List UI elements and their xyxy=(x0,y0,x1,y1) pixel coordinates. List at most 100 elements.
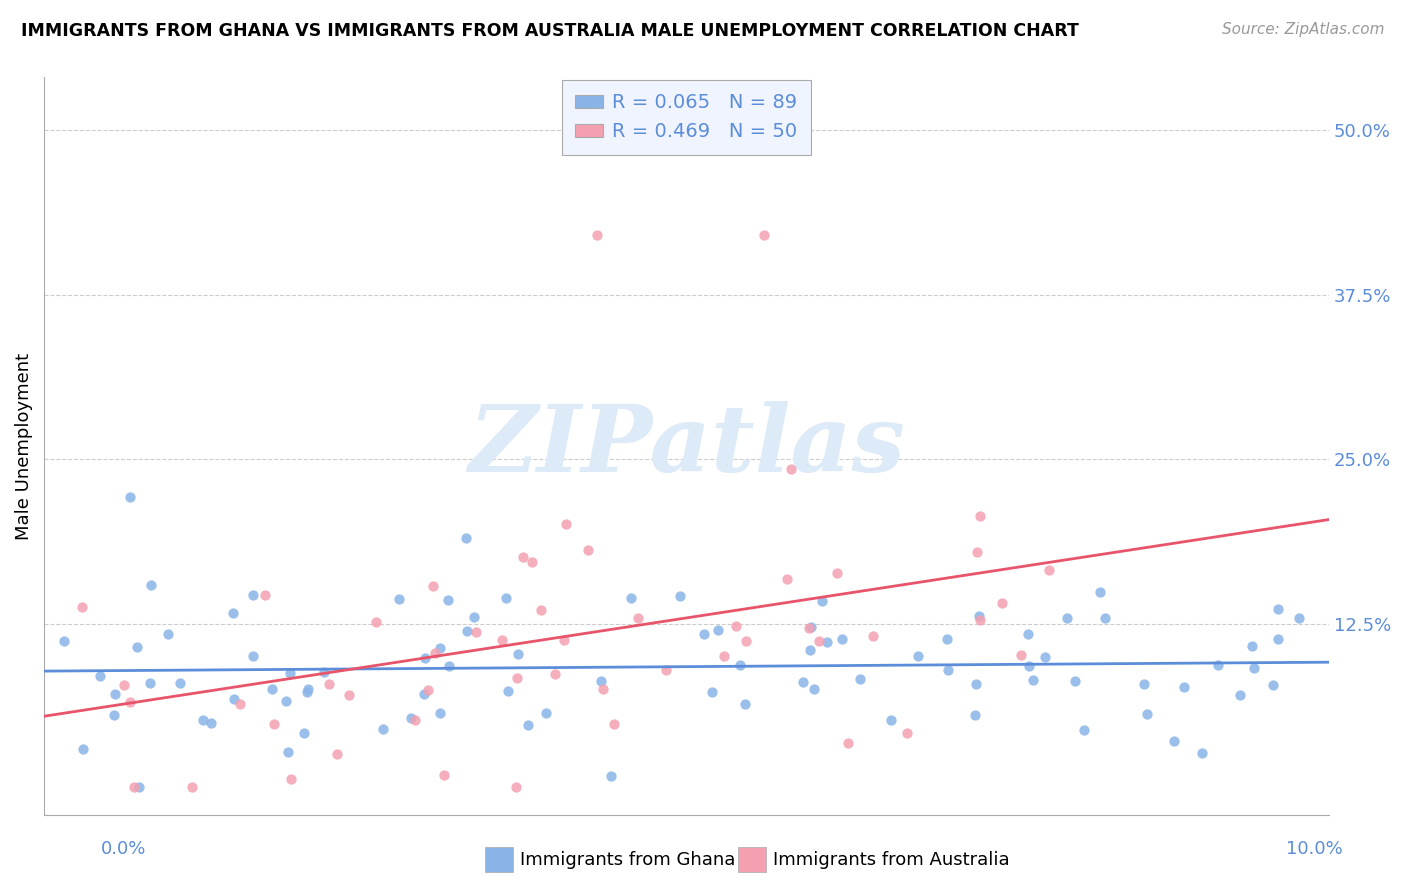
Point xyxy=(1017,627,1039,641)
Point xyxy=(803,682,825,697)
Point xyxy=(825,566,848,581)
Point xyxy=(429,640,451,655)
Text: ZIPatlas: ZIPatlas xyxy=(468,401,905,491)
Point xyxy=(465,624,488,639)
Point xyxy=(620,591,643,605)
Point xyxy=(1163,733,1185,747)
Legend: R = 0.065   N = 89, R = 0.469   N = 50: R = 0.065 N = 89, R = 0.469 N = 50 xyxy=(562,79,811,154)
Point xyxy=(456,531,478,545)
Point xyxy=(1288,611,1310,625)
Point xyxy=(1240,639,1263,653)
Point xyxy=(191,714,214,728)
Bar xyxy=(485,847,513,872)
Point xyxy=(800,619,823,633)
Point xyxy=(693,627,716,641)
Point xyxy=(554,517,576,532)
Point xyxy=(412,687,434,701)
Point xyxy=(935,632,957,646)
Point xyxy=(966,545,988,559)
Bar xyxy=(738,847,766,872)
Point xyxy=(907,649,929,664)
Point xyxy=(112,678,135,692)
Point xyxy=(52,634,75,648)
Point xyxy=(437,593,460,607)
Point xyxy=(1038,563,1060,577)
Point xyxy=(700,685,723,699)
Point xyxy=(463,609,485,624)
Point xyxy=(169,675,191,690)
Point xyxy=(371,722,394,736)
Point xyxy=(337,688,360,702)
Point xyxy=(967,608,990,623)
Point xyxy=(1035,650,1057,665)
Point xyxy=(735,634,758,648)
Point xyxy=(1010,648,1032,662)
Point xyxy=(200,716,222,731)
Point xyxy=(128,780,150,794)
Point xyxy=(544,666,567,681)
Point xyxy=(1022,673,1045,687)
Point xyxy=(728,657,751,672)
Point xyxy=(848,672,870,686)
Text: Immigrants from Ghana: Immigrants from Ghana xyxy=(520,851,735,869)
Point xyxy=(837,736,859,750)
Point xyxy=(938,663,960,677)
Point xyxy=(592,681,614,696)
Point xyxy=(602,717,624,731)
Point xyxy=(70,600,93,615)
Point xyxy=(1173,680,1195,694)
Point xyxy=(797,621,820,635)
Point xyxy=(1243,661,1265,675)
Point xyxy=(965,677,987,691)
Y-axis label: Male Unemployment: Male Unemployment xyxy=(15,352,32,540)
Point xyxy=(326,747,349,761)
Point xyxy=(969,613,991,627)
Point xyxy=(120,491,142,505)
Point xyxy=(399,711,422,725)
Point xyxy=(811,594,834,608)
Point xyxy=(1206,658,1229,673)
Point xyxy=(89,669,111,683)
Point xyxy=(862,629,884,643)
Point xyxy=(776,573,799,587)
Point xyxy=(280,772,302,787)
Point xyxy=(104,687,127,701)
Point xyxy=(274,694,297,708)
Text: Source: ZipAtlas.com: Source: ZipAtlas.com xyxy=(1222,22,1385,37)
Point xyxy=(530,602,553,616)
Point xyxy=(508,648,530,662)
Point xyxy=(318,676,340,690)
Text: IMMIGRANTS FROM GHANA VS IMMIGRANTS FROM AUSTRALIA MALE UNEMPLOYMENT CORRELATION: IMMIGRANTS FROM GHANA VS IMMIGRANTS FROM… xyxy=(21,22,1078,40)
Point xyxy=(1267,602,1289,616)
Point xyxy=(292,726,315,740)
Point xyxy=(253,588,276,602)
Point xyxy=(260,681,283,696)
Point xyxy=(1132,677,1154,691)
Point xyxy=(517,718,540,732)
Point xyxy=(314,665,336,679)
Point xyxy=(505,671,527,685)
Point xyxy=(706,623,728,637)
Point xyxy=(277,745,299,759)
Point xyxy=(880,713,903,727)
Point xyxy=(1094,611,1116,625)
Point xyxy=(418,683,440,698)
Point xyxy=(1056,610,1078,624)
Point xyxy=(627,611,650,625)
Point xyxy=(495,591,517,605)
Point xyxy=(439,659,461,673)
Point xyxy=(991,596,1014,610)
Point xyxy=(655,663,678,677)
Point xyxy=(969,508,991,523)
Point xyxy=(496,684,519,698)
Point xyxy=(491,632,513,647)
Point xyxy=(799,643,821,657)
Point xyxy=(242,648,264,663)
Point xyxy=(576,542,599,557)
Point xyxy=(724,619,747,633)
Point xyxy=(1063,674,1085,689)
Point xyxy=(520,555,543,569)
Point xyxy=(125,640,148,654)
Point xyxy=(1018,659,1040,673)
Point xyxy=(505,780,527,794)
